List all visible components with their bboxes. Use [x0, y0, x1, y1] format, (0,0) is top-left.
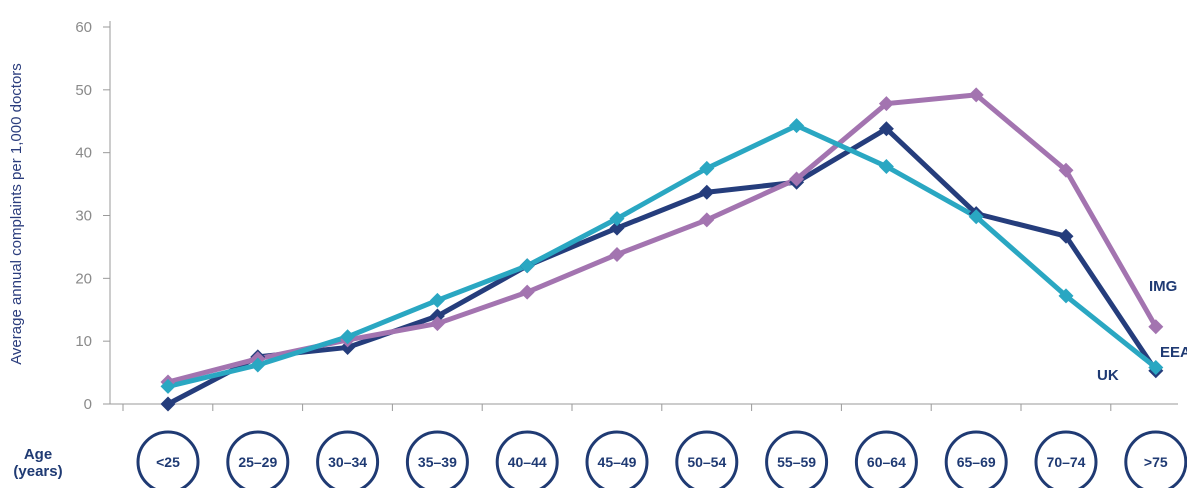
- category-circle: [226, 430, 290, 488]
- category-label: 70–74: [1047, 454, 1086, 470]
- point-img: [968, 87, 984, 103]
- category-badge: 30–34: [316, 430, 380, 488]
- point-eea: [878, 158, 894, 174]
- series-line-uk: [165, 126, 1159, 407]
- category-circle: [136, 430, 200, 488]
- y-tick-label: 20: [75, 270, 92, 287]
- category-labels: <25 25–29 30–34 35–39 40–44 45–49 50–54 55–59 60…: [136, 430, 1187, 488]
- x-axis-title-line: Age: [24, 446, 52, 463]
- category-label: 30–34: [328, 454, 367, 470]
- series-label-uk: UK: [1097, 367, 1119, 384]
- y-axis: 0 10 20 30 40 50 60: [75, 19, 111, 413]
- point-uk: [1058, 228, 1074, 244]
- point-uk: [160, 396, 176, 412]
- point-img: [609, 246, 625, 262]
- point-img: [429, 316, 445, 332]
- point-img: [1148, 319, 1164, 335]
- point-img: [1058, 162, 1074, 178]
- category-circle: [675, 430, 739, 488]
- point-eea: [789, 118, 805, 134]
- point-eea: [1148, 360, 1164, 376]
- point-eea: [699, 160, 715, 176]
- category-label: 40–44: [508, 454, 547, 470]
- series-labels: UK IMG EEA: [1097, 278, 1187, 384]
- point-eea: [250, 357, 266, 373]
- category-badge: 60–64: [854, 430, 918, 488]
- category-badge: 50–54: [675, 430, 739, 488]
- point-uk: [429, 308, 445, 324]
- y-tick-label: 60: [75, 19, 92, 36]
- category-label: 35–39: [418, 454, 457, 470]
- category-label: <25: [156, 454, 180, 470]
- point-uk: [878, 121, 894, 137]
- category-badge: 55–59: [765, 430, 829, 488]
- category-circle: [944, 430, 1008, 488]
- series-label-img: IMG: [1149, 278, 1177, 295]
- x-axis: [110, 403, 1178, 411]
- point-img: [789, 171, 805, 187]
- point-img: [878, 96, 894, 112]
- category-label: 45–49: [598, 454, 637, 470]
- category-circle: [765, 430, 829, 488]
- series-label-eea: EEA: [1160, 344, 1187, 361]
- point-eea: [160, 378, 176, 394]
- y-tick-label: 10: [75, 333, 92, 350]
- point-img: [699, 212, 715, 228]
- category-badge: 25–29: [226, 430, 290, 488]
- point-uk: [609, 220, 625, 236]
- point-eea: [429, 292, 445, 308]
- point-eea: [968, 209, 984, 225]
- category-badge: 45–49: [585, 430, 649, 488]
- x-axis-title: Age(years): [13, 446, 62, 480]
- category-badge: 40–44: [495, 430, 559, 488]
- category-circle: [854, 430, 918, 488]
- series-markers: [160, 87, 1164, 412]
- category-label: 55–59: [777, 454, 816, 470]
- x-axis-title-line: (years): [13, 463, 62, 480]
- series-line-img: [165, 92, 1159, 385]
- y-tick-label: 40: [75, 145, 92, 162]
- y-axis-title: Average annual complaints per 1,000 doct…: [8, 63, 25, 365]
- y-tick-label: 50: [75, 82, 92, 99]
- category-label: 50–54: [687, 454, 726, 470]
- category-badge: 35–39: [405, 430, 469, 488]
- point-eea: [1058, 288, 1074, 304]
- category-badge: 65–69: [944, 430, 1008, 488]
- category-badge: >75: [1124, 430, 1187, 488]
- category-label: 25–29: [238, 454, 277, 470]
- point-uk: [699, 184, 715, 200]
- y-tick-label: 30: [75, 208, 92, 225]
- category-label: 60–64: [867, 454, 906, 470]
- category-label: >75: [1144, 454, 1168, 470]
- point-uk: [340, 339, 356, 355]
- category-circle: [1034, 430, 1098, 488]
- point-eea: [340, 329, 356, 345]
- category-badge: 70–74: [1034, 430, 1098, 488]
- category-label: 65–69: [957, 454, 996, 470]
- category-circle: [316, 430, 380, 488]
- category-badge: <25: [136, 430, 200, 488]
- category-circle: [585, 430, 649, 488]
- point-eea: [519, 258, 535, 274]
- category-circle: [405, 430, 469, 488]
- category-circle: [1124, 430, 1187, 488]
- category-circle: [495, 430, 559, 488]
- point-eea: [609, 211, 625, 227]
- y-tick-label: 0: [84, 396, 92, 413]
- series-line-eea: [165, 123, 1159, 389]
- point-img: [519, 284, 535, 300]
- series-lines: [165, 92, 1159, 407]
